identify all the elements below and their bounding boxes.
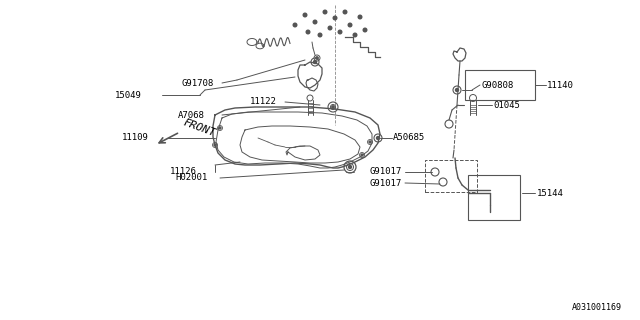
Circle shape <box>353 33 357 37</box>
Text: 15144: 15144 <box>537 188 564 197</box>
Circle shape <box>313 20 317 24</box>
Circle shape <box>376 137 380 140</box>
Bar <box>465 70 535 100</box>
Circle shape <box>318 33 322 37</box>
Text: G91708: G91708 <box>181 78 213 87</box>
Circle shape <box>214 144 216 146</box>
Text: H02001: H02001 <box>175 173 207 182</box>
Text: G91017: G91017 <box>370 167 403 177</box>
Circle shape <box>323 10 327 14</box>
Circle shape <box>348 23 352 27</box>
Circle shape <box>358 15 362 19</box>
Circle shape <box>314 60 317 63</box>
Circle shape <box>306 30 310 34</box>
Text: 15049: 15049 <box>115 91 142 100</box>
Circle shape <box>316 57 318 59</box>
Text: G91017: G91017 <box>370 179 403 188</box>
Text: FRONT: FRONT <box>182 117 217 139</box>
Text: 11109: 11109 <box>122 133 149 142</box>
Circle shape <box>303 13 307 17</box>
Circle shape <box>293 23 297 27</box>
Circle shape <box>219 127 221 129</box>
Circle shape <box>333 16 337 20</box>
Text: 11126: 11126 <box>170 167 197 177</box>
Circle shape <box>369 141 371 143</box>
Text: A031001169: A031001169 <box>572 303 622 312</box>
Circle shape <box>332 106 334 108</box>
Text: 11122: 11122 <box>250 98 277 107</box>
Circle shape <box>328 26 332 30</box>
Bar <box>425 160 477 192</box>
Text: A50685: A50685 <box>393 133 425 142</box>
Circle shape <box>338 30 342 34</box>
Circle shape <box>349 165 351 169</box>
Circle shape <box>456 89 458 92</box>
Text: 01045: 01045 <box>493 100 520 109</box>
Circle shape <box>364 28 367 32</box>
Bar <box>468 175 520 220</box>
Circle shape <box>343 10 347 14</box>
Text: 11140: 11140 <box>547 81 574 90</box>
Text: A7068: A7068 <box>178 110 205 119</box>
Text: G90808: G90808 <box>481 81 513 90</box>
Circle shape <box>361 154 363 156</box>
